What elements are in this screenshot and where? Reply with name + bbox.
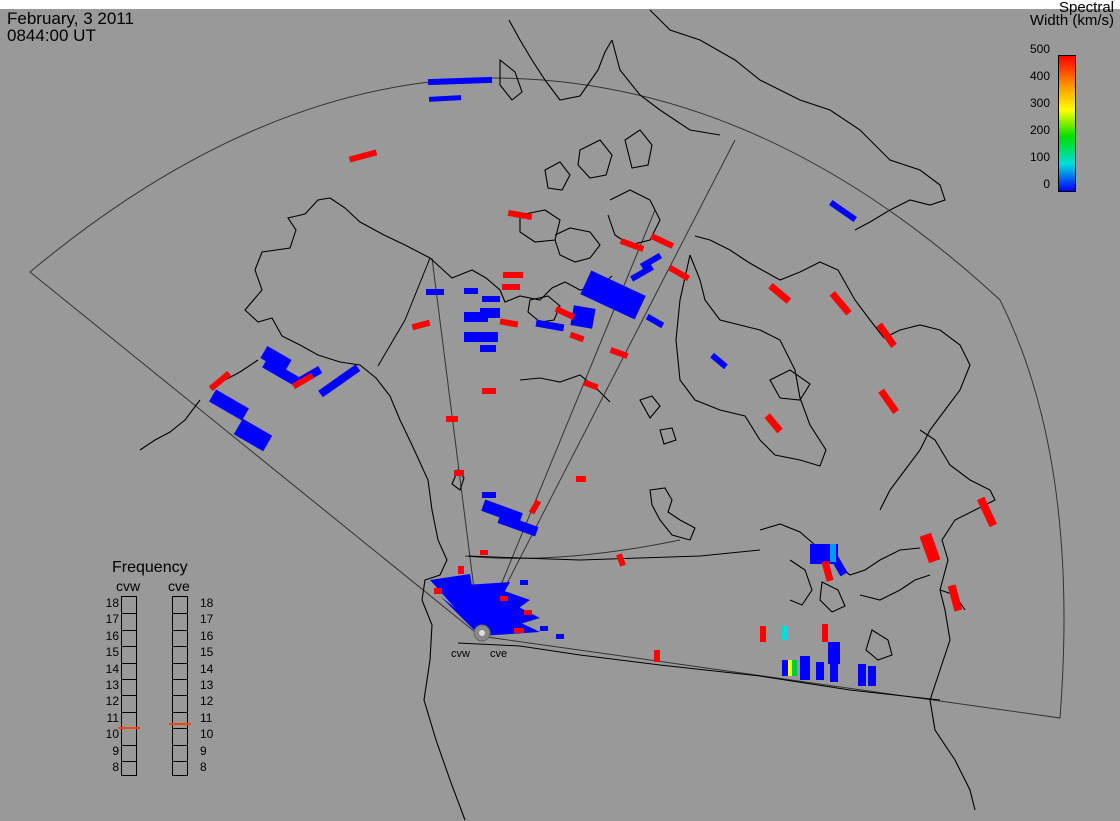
colorbar-tick-label: 500 (1029, 42, 1050, 56)
frequency-tick-label: 17 (105, 612, 119, 627)
colorbar (1058, 55, 1076, 192)
colorbar-tick-label: 100 (1029, 150, 1050, 164)
frequency-tick-label: 11 (200, 710, 213, 725)
frequency-marker (169, 723, 191, 726)
radar-site-marker (473, 624, 491, 642)
backscatter-cells (208, 76, 997, 686)
colorbar-tick-label: 0 (1043, 177, 1050, 191)
frequency-tick-label: 12 (200, 694, 214, 709)
frequency-cvw-label: cvw (116, 578, 141, 594)
frequency-tick-label: 8 (200, 760, 207, 774)
colorbar-tick-label: 400 (1029, 69, 1050, 83)
radar-fan (29, 77, 1065, 719)
frequency-tick-label: 16 (200, 628, 214, 643)
date-label: February, 3 2011 (7, 9, 134, 28)
frequency-tick-label: 9 (200, 743, 207, 758)
frequency-title: Frequency (112, 559, 188, 576)
frequency-tick-label: 13 (200, 678, 214, 692)
frequency-tick-label: 15 (200, 645, 214, 660)
frequency-tick-label: 17 (200, 612, 214, 627)
frequency-tick-label: 18 (200, 596, 214, 610)
frequency-tick-label: 13 (105, 678, 119, 692)
colorbar-title-line2: Width (km/s) (1029, 12, 1114, 29)
frequency-cve-label: cve (168, 578, 190, 594)
top-strip (0, 0, 1120, 9)
frequency-tick-label: 12 (105, 694, 119, 709)
frequency-tick-label: 14 (200, 661, 214, 676)
frequency-tick-label: 18 (105, 596, 119, 610)
frequency-tick-label: 10 (200, 727, 214, 742)
frequency-tick-label: 14 (105, 661, 119, 676)
site-label-cvw: cvw (451, 648, 470, 660)
frequency-tick-label: 8 (112, 760, 119, 774)
frequency-ladder-cve (169, 596, 191, 777)
frequency-tick-label: 10 (105, 727, 119, 742)
colorbar-tick-label: 200 (1029, 123, 1050, 137)
frequency-tick-label: 15 (105, 645, 119, 660)
colorbar-tick-label: 300 (1029, 96, 1050, 110)
frequency-marker (118, 726, 140, 729)
frequency-tick-label: 11 (106, 710, 119, 725)
time-label: 0844:00 UT (7, 26, 96, 45)
coastlines (139, 9, 996, 821)
colorbar-title-line1: Spectral (1058, 0, 1114, 16)
frequency-ladder-cvw (118, 596, 140, 777)
frequency-tick-label: 16 (105, 628, 119, 643)
site-label-cve: cve (490, 648, 507, 660)
borders (377, 257, 941, 701)
frequency-tick-label: 9 (112, 743, 119, 758)
